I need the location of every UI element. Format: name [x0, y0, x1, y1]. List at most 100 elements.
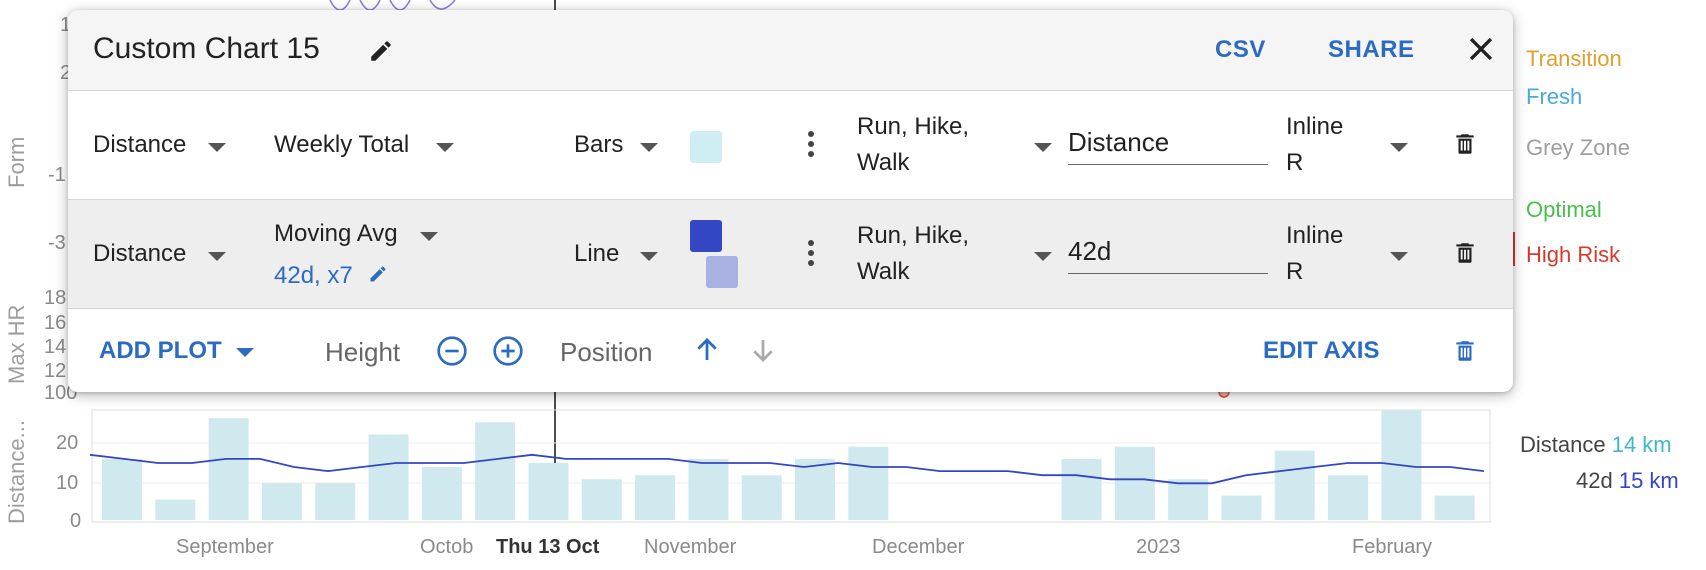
- chevron-down-icon[interactable]: [1034, 252, 1052, 261]
- distance-bar: [261, 483, 302, 520]
- max-hr-tick: 16: [44, 312, 67, 334]
- legend-high-risk: High Risk: [1526, 242, 1621, 267]
- axis-select[interactable]: Inline R: [1286, 113, 1344, 176]
- distance-bar: [635, 475, 676, 520]
- decrease-height-icon[interactable]: [436, 335, 468, 367]
- edit-axis-button[interactable]: EDIT AXIS: [1263, 337, 1380, 364]
- chevron-down-icon[interactable]: [1390, 252, 1408, 261]
- activity-select[interactable]: Run, Hike, Walk: [857, 113, 970, 176]
- style-select[interactable]: Line: [574, 240, 620, 267]
- form-tick: 2: [60, 62, 72, 84]
- line-color-swatch[interactable]: [690, 220, 722, 252]
- distance-tick: 20: [56, 432, 79, 454]
- x-label: February: [1352, 536, 1433, 558]
- distance-axis-title: Distance...: [4, 420, 29, 524]
- delete-chart-icon[interactable]: [1452, 338, 1478, 364]
- move-up-icon[interactable]: [692, 334, 722, 366]
- cursor-date-label: Thu 13 Oct: [494, 536, 602, 559]
- custom-chart-dialog: Custom Chart 15 CSV SHARE Distance Weekl…: [68, 10, 1513, 392]
- distance-bar: [528, 462, 569, 520]
- csv-button[interactable]: CSV: [1215, 36, 1266, 63]
- edit-title-icon[interactable]: [368, 38, 394, 64]
- distance-bar: [688, 458, 729, 520]
- color-swatch[interactable]: [690, 131, 722, 163]
- max-hr-axis-title: Max HR: [4, 304, 29, 384]
- moving-avg-line: [89, 453, 1485, 485]
- legend-transition: Transition: [1526, 46, 1622, 71]
- chevron-down-icon[interactable]: [1034, 143, 1052, 152]
- form-tick: -3: [48, 232, 66, 254]
- position-label: Position: [560, 337, 653, 367]
- x-label: Octob: [420, 536, 474, 558]
- x-label: December: [872, 536, 965, 558]
- distance-bar: [581, 479, 622, 520]
- distance-bar: [475, 422, 516, 520]
- dialog-title: Custom Chart 15: [93, 32, 320, 65]
- legend-optimal: Optimal: [1526, 197, 1602, 222]
- distance-bar: [1221, 495, 1262, 520]
- share-button[interactable]: SHARE: [1328, 36, 1415, 63]
- distance-bar: [155, 499, 196, 520]
- chevron-down-icon[interactable]: [640, 252, 658, 261]
- edit-moving-avg-icon[interactable]: [368, 264, 388, 284]
- legend-42d: 42d 15 km: [1576, 468, 1679, 493]
- max-hr-tick: 18: [44, 287, 67, 309]
- form-tick: 1: [60, 14, 72, 36]
- distance-bars: [102, 410, 1475, 520]
- chevron-down-icon[interactable]: [236, 348, 254, 357]
- chevron-down-icon[interactable]: [436, 143, 454, 152]
- axis-select[interactable]: Inline R: [1286, 222, 1344, 285]
- metric-select[interactable]: Distance: [93, 131, 187, 158]
- delete-plot-icon[interactable]: [1452, 240, 1478, 266]
- label-input[interactable]: 42d: [1068, 236, 1268, 274]
- aggregation-select[interactable]: Moving Avg: [274, 220, 398, 247]
- distance-bar: [1328, 475, 1369, 520]
- form-tick: -1: [48, 164, 66, 186]
- move-down-icon[interactable]: [748, 334, 778, 366]
- plot-row: Distance Weekly Total Bars Run, Hike, Wal…: [68, 91, 1513, 200]
- distance-bar: [315, 483, 356, 520]
- distance-bar: [848, 446, 889, 520]
- distance-bar: [208, 418, 249, 520]
- legend-distance: Distance 14 km: [1520, 432, 1672, 457]
- chevron-down-icon[interactable]: [208, 143, 226, 152]
- activity-select[interactable]: Run, Hike, Walk: [857, 222, 970, 285]
- high-risk-band: [1513, 232, 1515, 266]
- max-hr-tick: 14: [44, 336, 67, 358]
- fill-color-swatch[interactable]: [706, 256, 738, 288]
- distance-bar: [1274, 450, 1315, 520]
- distance-bar: [1168, 479, 1209, 520]
- x-label: September: [176, 536, 274, 558]
- chevron-down-icon[interactable]: [1390, 143, 1408, 152]
- distance-bar: [368, 434, 409, 520]
- x-label: 2023: [1136, 536, 1181, 558]
- distance-tick: 0: [70, 510, 82, 532]
- distance-bar: [1061, 458, 1102, 520]
- chevron-down-icon[interactable]: [640, 143, 658, 152]
- close-icon[interactable]: [1464, 32, 1498, 66]
- style-select[interactable]: Bars: [574, 131, 624, 158]
- plot-row: Distance Moving Avg 42d, x7 Line Run, Hi…: [68, 200, 1513, 309]
- chevron-down-icon[interactable]: [208, 252, 226, 261]
- distance-bar: [795, 458, 835, 520]
- label-input[interactable]: Distance: [1068, 127, 1268, 165]
- aggregation-select[interactable]: Weekly Total: [274, 131, 410, 158]
- distance-bar: [1114, 446, 1155, 520]
- dialog-header: Custom Chart 15 CSV SHARE: [68, 10, 1513, 91]
- legend-fresh: Fresh: [1526, 84, 1583, 109]
- moving-avg-settings[interactable]: 42d, x7: [274, 262, 353, 289]
- more-options-icon[interactable]: [808, 240, 814, 270]
- distance-tick: 10: [56, 472, 79, 494]
- chevron-down-icon[interactable]: [420, 232, 438, 241]
- add-plot-button[interactable]: ADD PLOT: [99, 337, 222, 364]
- form-axis-title: Form: [4, 136, 29, 188]
- metric-select[interactable]: Distance: [93, 240, 187, 267]
- delete-plot-icon[interactable]: [1452, 131, 1478, 157]
- increase-height-icon[interactable]: [492, 335, 524, 367]
- more-options-icon[interactable]: [808, 131, 814, 161]
- max-hr-tick: 12: [44, 360, 67, 382]
- height-label: Height: [325, 337, 401, 367]
- distance-bar: [1434, 495, 1475, 520]
- distance-bar: [102, 458, 142, 520]
